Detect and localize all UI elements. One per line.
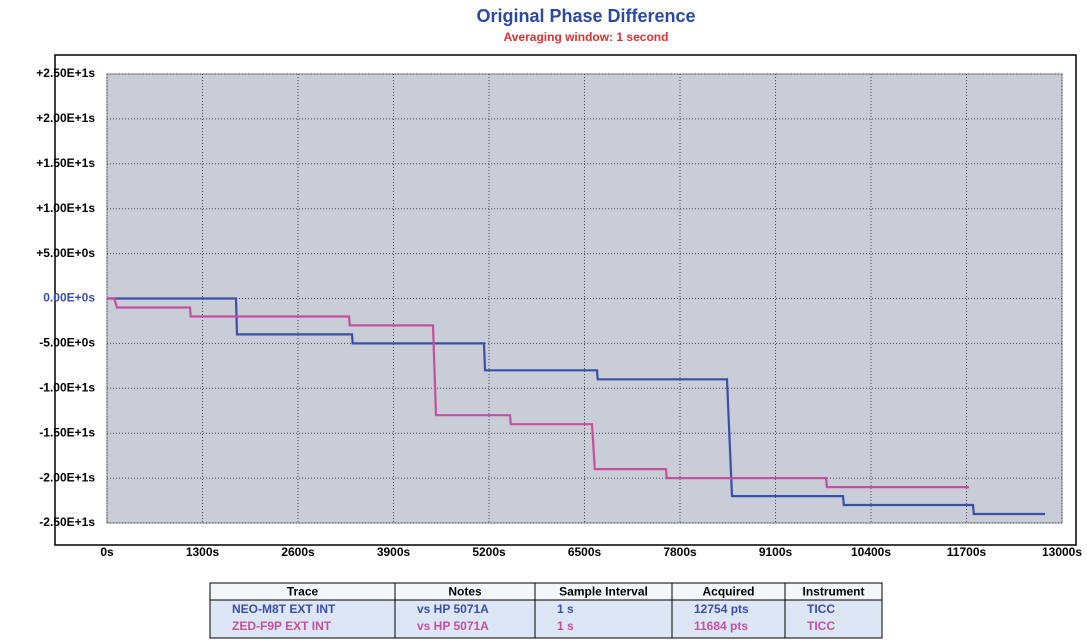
table-cell: 1 s — [557, 619, 574, 633]
y-tick-label: +1.00E+1s — [36, 201, 95, 215]
table-header: Sample Interval — [559, 585, 648, 599]
table-cell: vs HP 5071A — [417, 619, 489, 633]
x-tick-label: 13000s — [1042, 545, 1082, 559]
y-tick-label: -5.00E+0s — [39, 336, 95, 350]
y-tick-label: -1.50E+1s — [39, 425, 95, 439]
table-cell: 11684 pts — [694, 619, 748, 633]
series-line — [107, 297, 1045, 516]
table-cell: NEO-M8T EXT INT — [232, 602, 336, 616]
frame — [54, 54, 1077, 546]
y-tick-label: -1.00E+1s — [39, 380, 95, 394]
x-tick-label: 5200s — [472, 545, 506, 559]
x-tick-label: 0s — [100, 545, 114, 559]
table-cell: 1 s — [557, 602, 574, 616]
y-tick-label: +2.00E+1s — [36, 111, 95, 125]
series-line — [107, 297, 969, 489]
y-tick-label: -2.50E+1s — [39, 515, 95, 529]
y-tick-label: +5.00E+0s — [36, 246, 95, 260]
x-tick-label: 2600s — [281, 545, 315, 559]
chart-subtitle: Averaging window: 1 second — [504, 30, 669, 44]
table-cell: ZED-F9P EXT INT — [232, 619, 332, 633]
x-tick-label: 11700s — [947, 545, 987, 559]
y-tick-label: 0.00E+0s — [43, 291, 95, 305]
y-tick-label: -2.00E+1s — [39, 470, 95, 484]
y-tick-label: +2.50E+1s — [36, 66, 95, 80]
table-cell: TICC — [807, 602, 835, 616]
y-tick-label: +1.50E+1s — [36, 156, 95, 170]
x-tick-label: 6500s — [568, 545, 602, 559]
x-tick-label: 7800s — [663, 545, 697, 559]
table-cell: vs HP 5071A — [417, 602, 489, 616]
table-header-bg — [210, 583, 882, 600]
table-header: Instrument — [802, 585, 864, 599]
table-cell: TICC — [807, 619, 835, 633]
table-header: Notes — [448, 585, 482, 599]
x-tick-label: 9100s — [759, 545, 793, 559]
table-border — [209, 582, 883, 639]
x-tick-label: 10400s — [851, 545, 891, 559]
x-tick-label: 1300s — [186, 545, 220, 559]
table-header: Acquired — [702, 585, 754, 599]
chart-title: Original Phase Difference — [476, 6, 695, 26]
table-body-bg — [210, 600, 882, 638]
table-cell: 12754 pts — [694, 602, 749, 616]
x-tick-label: 3900s — [377, 545, 411, 559]
table-header: Trace — [287, 585, 319, 599]
